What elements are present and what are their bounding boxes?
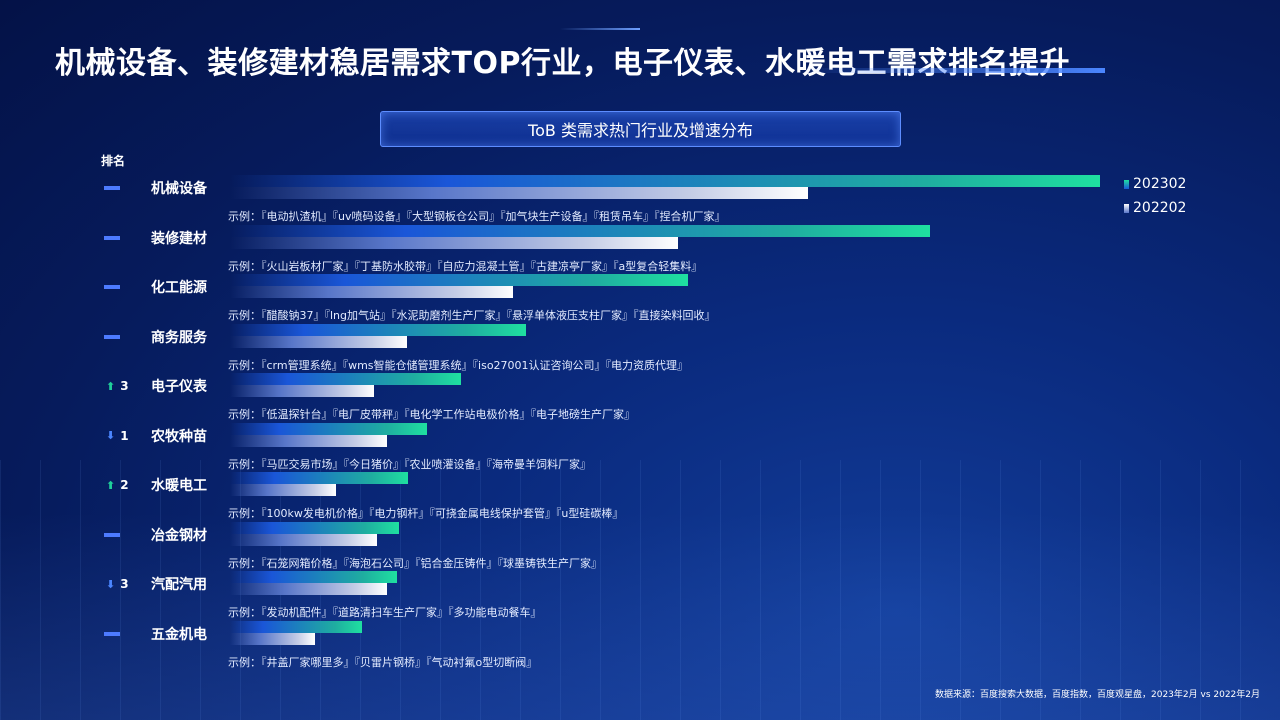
industry-label: 商务服务 bbox=[151, 329, 207, 346]
example-keywords: 示例：『火山岩板材厂家』『丁基防水胶带』『自应力混凝土管』『古建凉亭厂家』『a型… bbox=[228, 259, 703, 273]
chart-legend: 202302 202202 bbox=[1124, 172, 1186, 220]
bar-202302 bbox=[230, 521, 399, 534]
industry-label: 机械设备 bbox=[151, 181, 207, 197]
rank-change-value: 1 bbox=[120, 428, 129, 443]
industry-label: 冶金钢材 bbox=[151, 527, 207, 544]
chart-subtitle-box: ToB 类需求热门行业及增速分布 bbox=[380, 111, 901, 147]
chart-row: ⬆ 3 电子仪表 示例：『低温探针台』『电厂皮带秤』『电化学工作站电极价格』『电子地磅… bbox=[0, 373, 1280, 423]
industry-label: 农牧种苗 bbox=[151, 428, 207, 445]
chart-row: 装修建材示例：『火山岩板材厂家』『丁基防水胶带』『自应力混凝土管』『古建凉亭厂家… bbox=[0, 224, 1280, 275]
rank-unchanged-icon bbox=[104, 631, 120, 636]
bar-202202 bbox=[230, 187, 808, 199]
industry-label: 水暖电工 bbox=[151, 478, 207, 494]
bar-202202 bbox=[230, 286, 513, 298]
rank-unchanged-icon bbox=[104, 235, 120, 240]
bar-202302 bbox=[230, 175, 1100, 187]
bar-202302 bbox=[230, 274, 688, 286]
rank-down-arrow-icon: ⬇ bbox=[106, 577, 116, 591]
bar-202202 bbox=[230, 335, 407, 348]
bar-202302 bbox=[230, 323, 526, 336]
industry-label: 化工能源 bbox=[151, 280, 207, 296]
bar-202202 bbox=[230, 385, 375, 397]
chart-row: 机械设备示例：『电动扒渣机』『uv喷码设备』『大型钢板仓公司』『加气块生产设备』… bbox=[0, 175, 1280, 225]
chart-row: ⬇ 3 汽配汽用 示例：『发动机配件』『道路清扫车生产厂家』『多功能电动餐车』 bbox=[0, 571, 1280, 621]
chart-row: ⬆ 2 水暖电工 示例：『100kw发电机价格』『电力钢杆』『可挠金属电线保护套管』『… bbox=[0, 472, 1280, 522]
legend-swatch-202202 bbox=[1124, 203, 1129, 213]
example-keywords: 示例：『低温探针台』『电厂皮带秤』『电化学工作站电极价格』『电子地磅生产厂家』 bbox=[228, 408, 635, 421]
rank-up-arrow-icon: ⬆ bbox=[106, 379, 116, 393]
industry-label: 装修建材 bbox=[151, 230, 207, 247]
bar-202302 bbox=[230, 620, 363, 633]
chart-row: 五金机电示例：『井盖厂家哪里多』『贝雷片钢桥』『气动衬氟o型切断阀』 bbox=[0, 620, 1280, 671]
bar-202202 bbox=[230, 434, 387, 447]
rank-header: 排名 bbox=[101, 154, 126, 168]
legend-swatch-202302 bbox=[1124, 179, 1129, 189]
bar-202202 bbox=[230, 632, 316, 645]
legend-item-202302: 202302 bbox=[1124, 172, 1186, 196]
rank-change: ⬇ 3 bbox=[106, 577, 129, 591]
title-accent-line bbox=[560, 28, 640, 30]
industry-label: 汽配汽用 bbox=[151, 577, 207, 593]
page-title: 机械设备、装修建材稳居需求TOP行业，电子仪表、水暖电工需求排名提升 bbox=[55, 46, 1070, 81]
bar-202302 bbox=[230, 472, 409, 484]
bar-202302 bbox=[230, 224, 931, 237]
data-source-note: 数据来源：百度搜索大数据，百度指数，百度观星盘，2023年2月 vs 2022年… bbox=[935, 690, 1260, 700]
title-underline bbox=[800, 68, 1105, 73]
rank-change: ⬆ 3 bbox=[106, 379, 129, 393]
industry-label: 五金机电 bbox=[151, 626, 207, 643]
rank-unchanged-icon bbox=[104, 285, 120, 289]
legend-label-202202: 202202 bbox=[1133, 200, 1187, 216]
rank-change: ⬆ 2 bbox=[106, 478, 129, 492]
example-keywords: 示例：『醋酸钠37』『lng加气站』『水泥助磨剂生产厂家』『悬浮单体液压支柱厂家… bbox=[228, 309, 716, 322]
bar-202202 bbox=[230, 533, 378, 546]
example-keywords: 示例：『发动机配件』『道路清扫车生产厂家』『多功能电动餐车』 bbox=[228, 606, 542, 619]
rank-change-value: 3 bbox=[120, 379, 129, 393]
bar-202202 bbox=[230, 236, 679, 249]
example-keywords: 示例：『马匹交易市场』『今日猪价』『农业喷灌设备』『海帝曼羊饲料厂家』 bbox=[228, 457, 591, 471]
chart-row: ⬇ 1 农牧种苗 示例：『马匹交易市场』『今日猪价』『农业喷灌设备』『海帝曼羊饲料厂家… bbox=[0, 422, 1280, 473]
example-keywords: 示例：『电动扒渣机』『uv喷码设备』『大型钢板仓公司』『加气块生产设备』『租赁吊… bbox=[228, 210, 726, 223]
legend-label-202302: 202302 bbox=[1133, 176, 1187, 192]
rank-up-arrow-icon: ⬆ bbox=[106, 478, 116, 492]
rank-change-value: 3 bbox=[120, 577, 129, 591]
bar-202202 bbox=[230, 484, 337, 496]
chart-row: 冶金钢材示例：『石笼网箱价格』『海泡石公司』『铝合金压铸件』『球墨铸铁生产厂家』 bbox=[0, 521, 1280, 572]
bar-202302 bbox=[230, 571, 398, 583]
bar-202302 bbox=[230, 373, 462, 385]
example-keywords: 示例：『crm管理系统』『wms智能仓储管理系统』『iso27001认证咨询公司… bbox=[228, 358, 689, 372]
example-keywords: 示例：『100kw发电机价格』『电力钢杆』『可挠金属电线保护套管』『u型硅碳棒』 bbox=[228, 507, 624, 520]
chart-subtitle: ToB 类需求热门行业及增速分布 bbox=[528, 121, 753, 140]
chart-row: 化工能源示例：『醋酸钠37』『lng加气站』『水泥助磨剂生产厂家』『悬浮单体液压… bbox=[0, 274, 1280, 324]
example-keywords: 示例：『井盖厂家哪里多』『贝雷片钢桥』『气动衬氟o型切断阀』 bbox=[228, 655, 538, 669]
rank-down-arrow-icon: ⬇ bbox=[106, 429, 116, 442]
chart-row: 商务服务示例：『crm管理系统』『wms智能仓储管理系统』『iso27001认证… bbox=[0, 323, 1280, 374]
rank-unchanged-icon bbox=[104, 186, 120, 190]
rank-change-value: 2 bbox=[120, 478, 129, 492]
rank-change: ⬇ 1 bbox=[106, 429, 129, 443]
legend-item-202202: 202202 bbox=[1124, 196, 1186, 220]
bar-202302 bbox=[230, 422, 427, 435]
rank-unchanged-icon bbox=[104, 334, 120, 339]
industry-label: 电子仪表 bbox=[151, 379, 207, 395]
bar-202202 bbox=[230, 583, 387, 595]
rank-unchanged-icon bbox=[104, 532, 120, 537]
example-keywords: 示例：『石笼网箱价格』『海泡石公司』『铝合金压铸件』『球墨铸铁生产厂家』 bbox=[228, 556, 602, 570]
